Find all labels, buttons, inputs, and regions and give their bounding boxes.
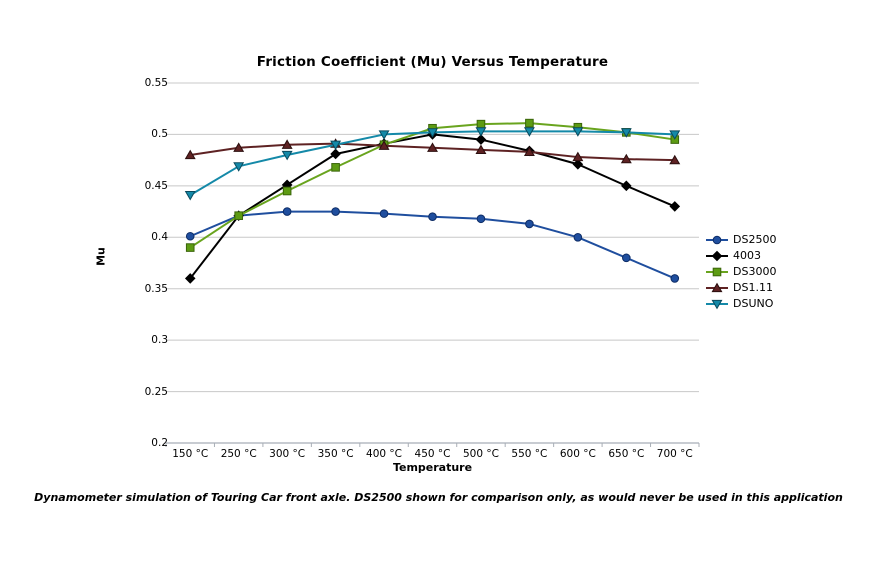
legend-label: DS1.11 — [733, 281, 773, 294]
circle-marker-icon — [476, 214, 486, 224]
triangle-down-marker-icon — [620, 128, 632, 138]
x-tick-label: 700 °C — [656, 448, 693, 460]
legend-label: 4003 — [733, 249, 761, 262]
legend-label: DS3000 — [733, 265, 777, 278]
x-tick-label: 450 °C — [414, 448, 451, 460]
x-tick-label: 250 °C — [220, 448, 257, 460]
y-tick-label: 0.25 — [144, 385, 168, 398]
series-line-DS2500 — [189, 210, 676, 280]
triangle-up-marker-icon — [378, 140, 390, 150]
legend-swatch-triangle-down-icon — [706, 299, 728, 310]
diamond-marker-icon — [669, 201, 681, 212]
y-tick-label: 0.3 — [151, 334, 168, 347]
triangle-down-marker-icon — [523, 127, 535, 137]
x-tick-label: 600 °C — [559, 448, 596, 460]
legend-swatch-circle-icon — [706, 235, 728, 245]
triangle-up-marker-icon — [427, 142, 438, 152]
legend-item-DS3000: DS3000 — [706, 264, 776, 280]
square-marker-icon — [282, 186, 292, 196]
x-tick-label: 500 °C — [462, 448, 499, 460]
circle-marker-icon — [379, 209, 389, 218]
triangle-down-marker-icon — [184, 191, 196, 201]
circle-marker-icon — [331, 207, 340, 216]
triangle-down-marker-icon — [233, 162, 245, 172]
diamond-marker-icon — [621, 180, 632, 192]
diamond-marker-icon — [572, 158, 584, 170]
triangle-down-marker-icon — [572, 127, 584, 137]
triangle-up-marker-icon — [620, 153, 632, 164]
triangle-down-marker-icon — [330, 140, 342, 151]
y-tick-label: 0.35 — [144, 282, 168, 295]
triangle-up-marker-icon — [711, 282, 723, 293]
y-tick-label: 0.55 — [144, 77, 168, 89]
x-tick-label: 550 °C — [511, 448, 548, 460]
legend-label: DSUNO — [733, 297, 774, 310]
circle-marker-icon — [282, 207, 292, 216]
diamond-marker-icon — [475, 134, 487, 145]
square-marker-icon — [234, 211, 243, 220]
diamond-marker-icon — [711, 250, 723, 262]
x-tick-label: 350 °C — [317, 448, 354, 460]
caption: Dynamometer simulation of Touring Car fr… — [34, 491, 843, 504]
triangle-down-marker-icon — [281, 150, 293, 161]
circle-marker-icon — [712, 235, 722, 245]
chart-title: Friction Coefficient (Mu) Versus Tempera… — [256, 54, 609, 70]
legend-label: DS2500 — [733, 233, 777, 246]
diamond-marker-icon — [330, 148, 341, 160]
circle-marker-icon — [622, 253, 631, 263]
diamond-marker-icon — [184, 273, 196, 284]
triangle-down-marker-icon — [711, 299, 723, 310]
legend-item-DSUNO: DSUNO — [706, 296, 776, 312]
x-axis-title: Temperature — [392, 461, 473, 474]
triangle-down-marker-icon — [378, 130, 390, 140]
square-marker-icon — [331, 163, 340, 172]
circle-marker-icon — [185, 231, 195, 241]
square-marker-icon — [476, 119, 486, 129]
legend-swatch-diamond-icon — [706, 250, 728, 262]
y-tick-label: 0.2 — [151, 437, 168, 449]
x-tick-label: 650 °C — [608, 448, 645, 460]
legend-item-DS2500: DS2500 — [706, 232, 776, 248]
square-marker-icon — [712, 267, 722, 277]
x-tick-label: 300 °C — [269, 448, 306, 460]
circle-marker-icon — [428, 212, 437, 222]
x-tick-label: 150 °C — [172, 448, 209, 460]
circle-marker-icon — [525, 219, 534, 229]
legend-swatch-triangle-up-icon — [706, 282, 728, 293]
triangle-up-marker-icon — [669, 154, 681, 165]
legend-item-4003: 4003 — [706, 248, 776, 264]
triangle-down-marker-icon — [669, 130, 681, 140]
legend-item-DS1.11: DS1.11 — [706, 280, 776, 296]
triangle-down-marker-icon — [427, 128, 438, 138]
triangle-up-marker-icon — [475, 144, 487, 154]
series-line-DS3000 — [189, 122, 676, 249]
triangle-up-marker-icon — [184, 149, 196, 160]
triangle-down-marker-icon — [475, 127, 487, 137]
x-tick-label: 400 °C — [366, 448, 403, 460]
y-tick-label: 0.45 — [144, 179, 168, 192]
triangle-up-marker-icon — [523, 146, 535, 157]
legend: DS2500 4003 DS3000 DS1.11 DSUNO — [706, 232, 776, 312]
triangle-up-marker-icon — [572, 151, 584, 162]
legend-swatch-square-icon — [706, 267, 728, 277]
series-line-4003 — [189, 133, 676, 280]
circle-marker-icon — [670, 274, 680, 283]
y-tick-label: 0.4 — [151, 231, 168, 244]
y-tick-label: 0.5 — [151, 128, 168, 141]
circle-marker-icon — [573, 232, 583, 242]
y-axis-title: Mu — [94, 247, 108, 266]
square-marker-icon — [185, 243, 195, 252]
square-marker-icon — [525, 118, 534, 128]
triangle-up-marker-icon — [233, 142, 245, 152]
triangle-up-marker-icon — [281, 139, 293, 149]
